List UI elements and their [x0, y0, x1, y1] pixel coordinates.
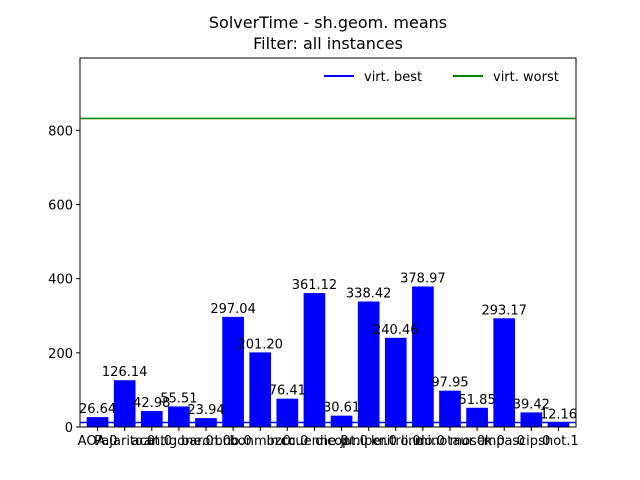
value-label-5: 297.04 — [210, 302, 256, 317]
x-tick-label-5: bnb.0 — [215, 434, 252, 449]
value-label-6: 201.20 — [237, 337, 283, 352]
chart-subtitle: Filter: all instances — [253, 34, 403, 53]
bar-13 — [439, 390, 461, 427]
value-label-14: 51.85 — [459, 393, 496, 408]
chart-title: SolverTime - sh.geom. means — [209, 13, 447, 32]
bars-group — [86, 286, 570, 427]
value-label-10: 338.42 — [346, 286, 392, 301]
legend: virt. best virt. worst — [324, 70, 559, 85]
bar-16 — [520, 412, 543, 427]
y-axis: 0 200 400 600 800 — [48, 124, 80, 436]
x-tick-label-6: bonmin.0 — [230, 434, 291, 449]
x-tick-label-0: AOA.0 — [78, 434, 118, 449]
legend-label-0: virt. best — [364, 70, 422, 85]
value-label-4: 23.94 — [187, 403, 224, 418]
x-tick-label-4: baron.0 — [181, 434, 231, 449]
bar-17 — [547, 422, 570, 427]
y-tick-label-4: 800 — [48, 124, 73, 139]
value-label-3: 55.51 — [160, 391, 197, 406]
bar-6 — [249, 352, 272, 427]
value-label-17: 12.16 — [540, 407, 577, 422]
x-tick-label-1: Pajarito.0 — [94, 434, 155, 449]
value-label-1: 126.14 — [102, 365, 148, 380]
plot-frame — [79, 57, 577, 428]
y-tick-label-1: 200 — [48, 347, 73, 362]
value-label-11: 240.46 — [373, 323, 419, 338]
y-tick-label-3: 600 — [48, 198, 73, 213]
x-tick-label-7: bzcc.0 — [266, 434, 308, 449]
bar-2 — [140, 411, 163, 427]
value-label-0: 26.64 — [79, 402, 116, 417]
value-label-2: 42.98 — [133, 396, 170, 411]
x-tick-label-16: scip.0 — [512, 434, 550, 449]
x-tick-label-3: antigone.0 — [144, 434, 214, 449]
value-label-16: 39.42 — [513, 397, 550, 412]
x-tick-label-14: mosek.0 — [449, 434, 504, 449]
value-label-7: 76.41 — [269, 384, 306, 399]
x-tick-label-17: shot.1 — [538, 434, 578, 449]
x-tick-label-8: couenne.0 — [280, 434, 348, 449]
bar-14 — [466, 407, 488, 427]
value-label-12: 378.97 — [400, 271, 446, 286]
x-tick-label-12: lindo.0 — [401, 434, 445, 449]
x-tick-label-10: juniper.0 — [339, 434, 397, 449]
value-label-13: 97.95 — [431, 376, 468, 391]
bar-11 — [384, 337, 407, 427]
x-tick-label-2: acat.0 — [131, 434, 172, 449]
value-label-9: 30.61 — [323, 401, 360, 416]
bar-5 — [222, 316, 244, 427]
x-tick-label-13: minotaur.0 — [415, 434, 485, 449]
bar-15 — [493, 318, 516, 427]
value-label-8: 361.12 — [292, 278, 338, 293]
value-label-15: 293.17 — [481, 303, 527, 318]
y-tick-label-2: 400 — [48, 273, 73, 288]
bar-9 — [330, 415, 353, 427]
bar-1 — [113, 380, 136, 427]
bar-7 — [276, 398, 299, 427]
x-axis: AOA.0Pajarito.0acat.0antigone.0baron.0bn… — [78, 427, 579, 449]
reference-lines-group — [80, 117, 576, 424]
legend-label-1: virt. worst — [493, 70, 559, 85]
bar-10 — [357, 301, 380, 427]
x-tick-label-11: knitro.0 — [371, 434, 421, 449]
x-tick-label-9: dicopt.0 — [315, 434, 368, 449]
bar-12 — [412, 286, 434, 427]
y-tick-label-0: 0 — [65, 421, 73, 436]
x-tick-label-15: mpa.0 — [484, 434, 525, 449]
bar-8 — [303, 293, 326, 427]
